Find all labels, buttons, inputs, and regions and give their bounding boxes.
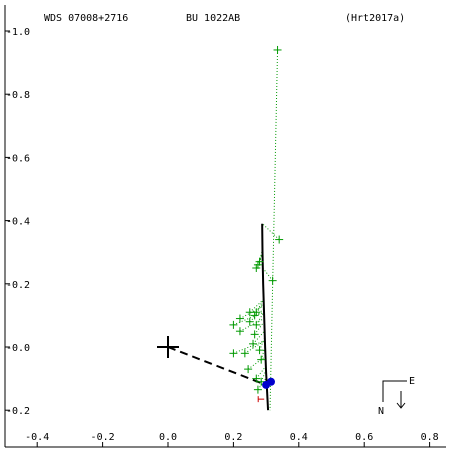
observation-point bbox=[250, 311, 259, 320]
residual-line bbox=[249, 299, 264, 313]
residual-line bbox=[233, 311, 265, 326]
residual-lines bbox=[233, 49, 280, 411]
x-tick-label: 0.2 bbox=[224, 432, 242, 443]
y-tick-label: -0.4 bbox=[6, 217, 30, 228]
observation-point bbox=[250, 330, 259, 339]
marker-layer bbox=[157, 336, 276, 403]
tick-layer: -0.4 -0.2 0.0 0.2 0.4 0.6 0.8 -1.0 -0.8 -0.6 -0.4 -… bbox=[5, 27, 439, 447]
x-tick-label: 0.4 bbox=[290, 432, 308, 443]
x-tick-label: 0.0 bbox=[159, 432, 177, 443]
observation-point bbox=[245, 317, 254, 326]
observation-point bbox=[273, 45, 282, 54]
observation-point bbox=[240, 349, 249, 358]
x-tick-label: -0.2 bbox=[91, 432, 115, 443]
observation-point bbox=[275, 235, 284, 244]
compass-frame bbox=[382, 380, 407, 402]
y-tick-label: -0.2 bbox=[6, 280, 30, 291]
system-label: WDS 07008+2716 bbox=[44, 13, 128, 24]
residual-line bbox=[244, 340, 266, 354]
y-tick-label: -0.8 bbox=[6, 90, 30, 101]
discoverer-label: BU 1022AB bbox=[186, 13, 240, 24]
residual-line bbox=[259, 337, 266, 351]
y-tick-label: -0.6 bbox=[6, 153, 30, 164]
observation-point bbox=[268, 276, 277, 285]
observation-point bbox=[229, 349, 238, 358]
observation-point bbox=[252, 320, 261, 329]
observation-point bbox=[229, 320, 238, 329]
residual-line bbox=[269, 49, 279, 411]
y-tick-label: -0.2 bbox=[6, 406, 30, 417]
residual-line bbox=[255, 311, 265, 326]
compass-east-label: E bbox=[409, 376, 415, 387]
residual-line bbox=[260, 368, 267, 382]
observation-point bbox=[249, 339, 258, 348]
observation-point bbox=[244, 365, 253, 374]
node-line bbox=[167, 346, 267, 386]
y-tick-label: -1.0 bbox=[6, 27, 30, 38]
observation-point bbox=[235, 314, 244, 323]
observation-point bbox=[235, 327, 244, 336]
primary-star-marker bbox=[157, 336, 179, 358]
residual-line bbox=[247, 356, 266, 370]
observation-point bbox=[253, 385, 262, 394]
x-tick-label: -0.4 bbox=[25, 432, 49, 443]
residual-line bbox=[262, 223, 280, 240]
predicted-position bbox=[267, 377, 276, 386]
residual-line bbox=[260, 346, 266, 360]
observation-point bbox=[257, 355, 266, 364]
compass-north-label: N bbox=[378, 406, 384, 417]
observations-layer bbox=[229, 45, 284, 394]
residual-line bbox=[254, 302, 264, 316]
observation-point bbox=[255, 346, 264, 355]
observation-point bbox=[252, 374, 261, 383]
x-tick-label: 0.6 bbox=[355, 432, 373, 443]
x-tick-label: 0.8 bbox=[421, 432, 439, 443]
residual-line bbox=[257, 376, 268, 390]
reference-label: (Hrt2017a) bbox=[345, 13, 405, 24]
residual-line bbox=[257, 252, 263, 266]
residual-line bbox=[255, 299, 264, 313]
compass-arrow-head bbox=[396, 402, 406, 409]
observation-point bbox=[245, 308, 254, 317]
compass-icon: E N bbox=[378, 376, 415, 417]
observation-point bbox=[252, 264, 261, 272]
reference-point-marker bbox=[257, 396, 265, 403]
y-tick-label: -0.0 bbox=[6, 343, 30, 354]
